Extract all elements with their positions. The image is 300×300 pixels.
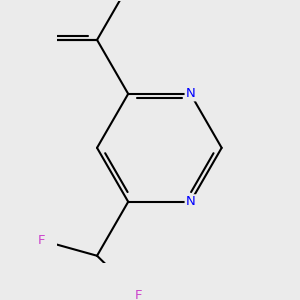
Text: N: N [186,87,195,101]
Text: F: F [38,234,46,247]
Text: N: N [186,195,195,208]
Text: F: F [134,290,142,300]
